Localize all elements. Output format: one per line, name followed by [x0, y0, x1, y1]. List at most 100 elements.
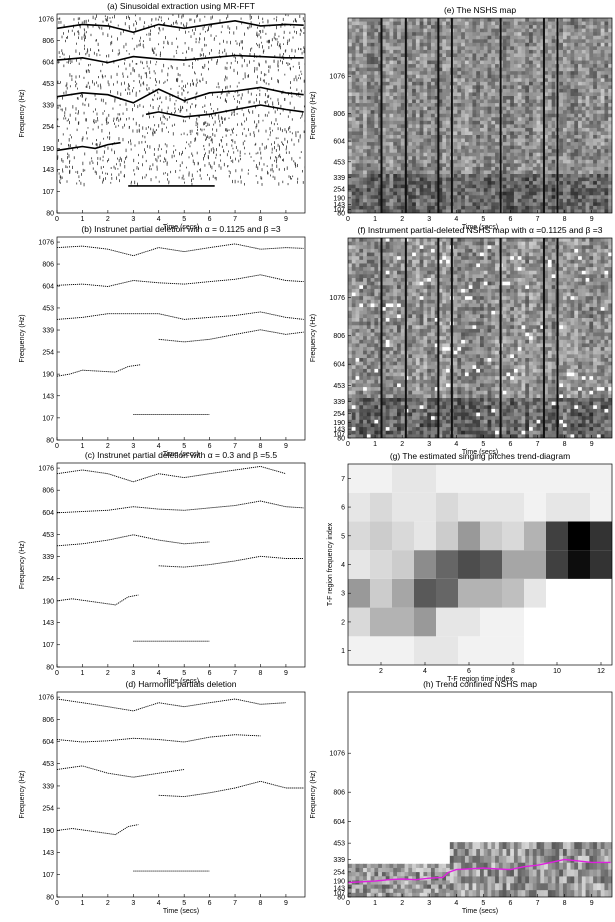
texture: [567, 160, 571, 164]
texture: [300, 33, 301, 36]
texture: [274, 146, 275, 149]
texture: [397, 50, 401, 54]
texture: [446, 92, 450, 96]
x-tick-label: 9: [284, 443, 288, 450]
texture: [518, 85, 522, 89]
texture: [147, 145, 148, 148]
texture: [371, 25, 375, 29]
texture: [374, 131, 378, 135]
texture: [420, 96, 424, 100]
texture: [224, 163, 225, 166]
texture: [521, 160, 525, 164]
texture: [359, 124, 363, 128]
texture: [371, 153, 375, 157]
texture: [446, 61, 450, 65]
texture: [367, 135, 371, 139]
texture: [386, 110, 390, 114]
texture: [192, 48, 193, 51]
texture: [196, 15, 197, 18]
texture: [559, 117, 563, 121]
texture: [241, 23, 242, 25]
texture: [78, 30, 79, 32]
texture: [144, 21, 145, 24]
texture: [225, 117, 226, 120]
texture: [461, 156, 465, 160]
texture: [503, 121, 507, 125]
texture: [401, 114, 405, 118]
y-tick-label: 190: [42, 372, 54, 379]
texture: [131, 72, 132, 75]
texture: [559, 85, 563, 89]
texture: [465, 117, 469, 121]
texture: [506, 110, 510, 114]
texture: [503, 82, 507, 86]
texture: [476, 121, 480, 125]
texture: [412, 110, 416, 114]
texture: [472, 114, 476, 118]
texture: [397, 18, 401, 22]
texture: [529, 64, 533, 68]
texture: [529, 32, 533, 36]
texture: [103, 32, 104, 35]
texture: [207, 123, 208, 126]
texture: [348, 29, 352, 33]
texture: [267, 165, 268, 167]
texture: [134, 173, 135, 175]
texture: [348, 46, 352, 50]
texture: [567, 71, 571, 75]
texture: [146, 75, 147, 78]
texture: [503, 156, 507, 160]
texture: [66, 91, 67, 94]
texture: [356, 121, 360, 125]
texture: [559, 178, 563, 182]
texture: [563, 170, 567, 174]
texture: [514, 117, 518, 121]
texture: [173, 132, 174, 135]
texture: [510, 135, 514, 139]
texture: [423, 146, 427, 150]
texture: [217, 59, 218, 62]
texture: [386, 124, 390, 128]
texture: [503, 110, 507, 114]
texture: [367, 163, 371, 167]
texture: [533, 142, 537, 146]
texture: [363, 153, 367, 157]
texture: [416, 124, 420, 128]
texture: [495, 188, 499, 192]
texture: [232, 111, 233, 114]
texture: [211, 49, 212, 52]
texture: [552, 163, 556, 167]
texture: [397, 61, 401, 65]
texture: [97, 117, 98, 120]
texture: [165, 81, 166, 83]
texture: [495, 202, 499, 206]
texture: [503, 163, 507, 167]
texture: [119, 49, 120, 51]
texture: [559, 185, 563, 189]
texture: [461, 131, 465, 135]
texture: [521, 192, 525, 196]
texture: [454, 149, 458, 153]
texture: [427, 192, 431, 196]
texture: [472, 75, 476, 79]
texture: [567, 82, 571, 86]
texture: [75, 84, 76, 87]
texture: [525, 195, 529, 199]
texture: [431, 195, 435, 199]
texture: [488, 78, 492, 82]
texture: [510, 46, 514, 50]
texture: [197, 132, 198, 135]
texture: [514, 39, 518, 43]
texture: [510, 18, 514, 22]
texture: [294, 107, 295, 110]
texture: [79, 17, 80, 19]
texture: [61, 109, 62, 111]
texture: [552, 160, 556, 164]
texture: [401, 192, 405, 196]
texture: [142, 163, 143, 166]
texture: [196, 92, 197, 94]
texture: [219, 143, 220, 145]
texture: [525, 96, 529, 100]
texture: [199, 169, 200, 171]
texture: [457, 22, 461, 26]
